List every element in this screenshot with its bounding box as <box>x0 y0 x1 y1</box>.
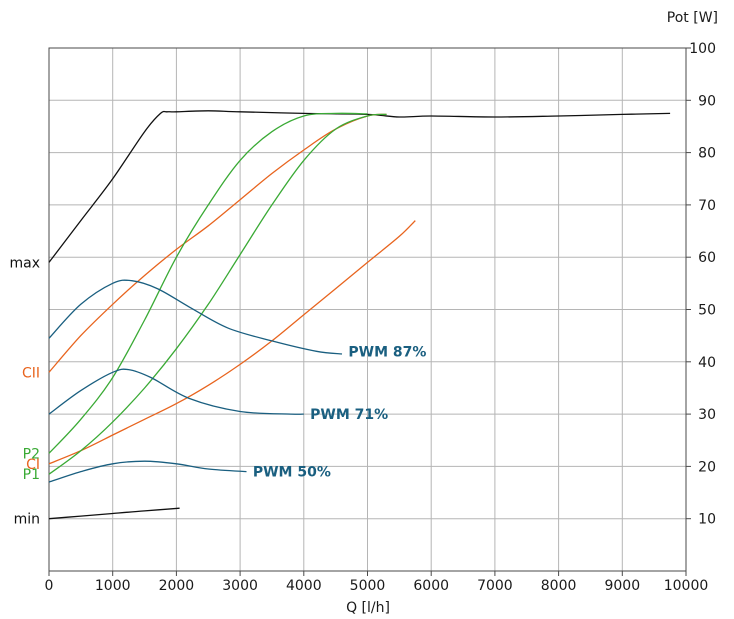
side-label-ci: CI <box>26 457 40 473</box>
x-tick-label: 10000 <box>664 578 709 594</box>
series-p1-line <box>48 113 387 475</box>
series-ci-line <box>48 220 416 465</box>
x-tick-label: 9000 <box>604 578 640 594</box>
side-label-cii: CII <box>22 365 40 381</box>
y-tick-label: 60 <box>698 250 716 266</box>
y-tick-label: 100 <box>689 41 716 57</box>
x-tick-label: 0 <box>45 578 54 594</box>
y-tick-label: 90 <box>698 93 716 109</box>
series-pwm-50-line <box>48 460 247 483</box>
side-label-p2: P2 <box>23 446 40 462</box>
y-tick-label: 70 <box>698 198 716 214</box>
x-tick-label: 1000 <box>95 578 131 594</box>
x-tick-label: 5000 <box>350 578 386 594</box>
y-tick-label: 10 <box>698 512 716 528</box>
grid <box>48 47 691 576</box>
y-tick-label: 20 <box>698 459 716 475</box>
curve-label-pwm-50: PWM 50% <box>253 465 331 481</box>
x-tick-label: 8000 <box>541 578 577 594</box>
series-max-line <box>48 110 671 263</box>
x-axis-title: Q [l/h] <box>346 600 390 616</box>
curve-label-pwm-71: PWM 71% <box>310 407 388 423</box>
x-tick-label: 6000 <box>413 578 449 594</box>
y-tick-label: 80 <box>698 146 716 162</box>
x-tick-label: 2000 <box>159 578 195 594</box>
y-tick-label: 50 <box>698 303 716 319</box>
side-label-max: max <box>9 255 40 271</box>
side-label-min: min <box>14 512 40 528</box>
x-tick-label: 3000 <box>222 578 258 594</box>
x-tick-label: 4000 <box>286 578 322 594</box>
curves <box>48 110 671 520</box>
x-tick-labels: 0 1000 2000 3000 4000 5000 6000 7000 8000 9000 100… <box>45 578 709 594</box>
y-tick-labels: 10 20 30 40 50 60 70 80 90 100 <box>689 41 716 528</box>
y-axis-title: Pot [W] <box>667 10 718 26</box>
series-min-line <box>48 507 180 520</box>
series-p2-line <box>48 112 368 454</box>
y-tick-label: 30 <box>698 407 716 423</box>
x-tick-label: 7000 <box>477 578 513 594</box>
y-tick-label: 40 <box>698 355 716 371</box>
series-pwm-87-line <box>48 279 343 355</box>
side-label-p1: P1 <box>23 467 40 483</box>
series-pwm-71-line <box>48 368 304 415</box>
curve-labels: PWM 87% PWM 71% PWM 50% <box>253 344 427 480</box>
curve-label-pwm-87: PWM 87% <box>348 344 426 360</box>
